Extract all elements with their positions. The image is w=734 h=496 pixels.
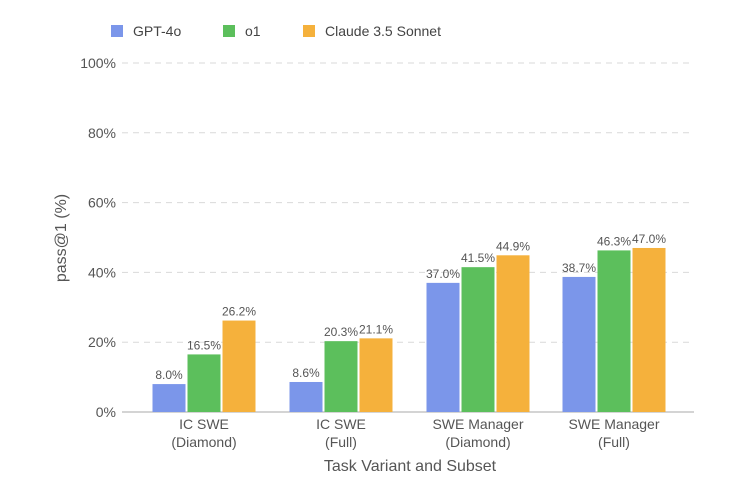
bar-claude-3-5-sonnet bbox=[359, 338, 393, 412]
y-tick-label: 60% bbox=[88, 195, 116, 211]
x-axis-label: Task Variant and Subset bbox=[324, 458, 497, 475]
bar-o1 bbox=[597, 250, 631, 412]
bar-gpt-4o bbox=[289, 381, 323, 412]
legend-swatch bbox=[223, 25, 235, 37]
data-label: 20.3% bbox=[324, 325, 358, 339]
data-label: 26.2% bbox=[222, 305, 256, 319]
x-tick-label: IC SWE bbox=[316, 416, 366, 432]
x-tick-label: (Full) bbox=[598, 434, 630, 450]
data-label: 47.0% bbox=[632, 232, 666, 246]
data-label: 37.0% bbox=[426, 267, 460, 281]
data-label: 38.7% bbox=[562, 261, 596, 275]
legend-label: GPT-4o bbox=[133, 23, 181, 39]
y-tick-label: 40% bbox=[88, 264, 116, 280]
bar-claude-3-5-sonnet bbox=[496, 255, 530, 412]
legend: GPT-4o o1 Claude 3.5 Sonnet bbox=[111, 23, 441, 39]
bar-o1 bbox=[187, 354, 221, 412]
data-label: 46.3% bbox=[597, 234, 631, 248]
bar-gpt-4o bbox=[562, 276, 596, 412]
x-tick-label: SWE Manager bbox=[432, 416, 523, 432]
y-tick-label: 0% bbox=[96, 404, 116, 420]
legend-swatch bbox=[303, 25, 315, 37]
bar-gpt-4o bbox=[152, 384, 186, 412]
bar-claude-3-5-sonnet bbox=[222, 320, 256, 412]
bars bbox=[152, 247, 666, 412]
x-tick-label: (Full) bbox=[325, 434, 357, 450]
x-tick-label: (Diamond) bbox=[445, 434, 510, 450]
data-label: 8.6% bbox=[292, 366, 320, 380]
y-tick-label: 80% bbox=[88, 125, 116, 141]
data-label: 16.5% bbox=[187, 338, 221, 352]
legend-item: Claude 3.5 Sonnet bbox=[303, 23, 441, 39]
x-tick-label: (Diamond) bbox=[171, 434, 236, 450]
x-tick-label: SWE Manager bbox=[568, 416, 659, 432]
y-tick-label: 100% bbox=[80, 55, 116, 71]
y-axis-ticks: 0% 20% 40% 60% 80% 100% bbox=[80, 55, 116, 420]
legend-item: GPT-4o bbox=[111, 23, 181, 39]
legend-label: Claude 3.5 Sonnet bbox=[325, 23, 441, 39]
legend-label: o1 bbox=[245, 23, 261, 39]
bar-o1 bbox=[461, 267, 495, 412]
bar-gpt-4o bbox=[426, 282, 460, 412]
x-axis-categories: IC SWE (Diamond) IC SWE (Full) SWE Manager (D… bbox=[171, 416, 660, 450]
y-axis-label: pass@1 (%) bbox=[53, 194, 70, 282]
legend-item: o1 bbox=[223, 23, 261, 39]
x-tick-label: IC SWE bbox=[179, 416, 229, 432]
legend-swatch bbox=[111, 25, 123, 37]
data-labels: 8.0% 8.6% 37.0% 38.7% 16.5% 20.3% 41.5% 46.3% 26… bbox=[155, 232, 666, 382]
y-tick-label: 20% bbox=[88, 334, 116, 350]
bar-claude-3-5-sonnet bbox=[632, 247, 666, 412]
data-label: 8.0% bbox=[155, 368, 183, 382]
bar-o1 bbox=[324, 341, 358, 412]
data-label: 44.9% bbox=[496, 239, 530, 253]
data-label: 41.5% bbox=[461, 251, 495, 265]
data-label: 21.1% bbox=[359, 322, 393, 336]
